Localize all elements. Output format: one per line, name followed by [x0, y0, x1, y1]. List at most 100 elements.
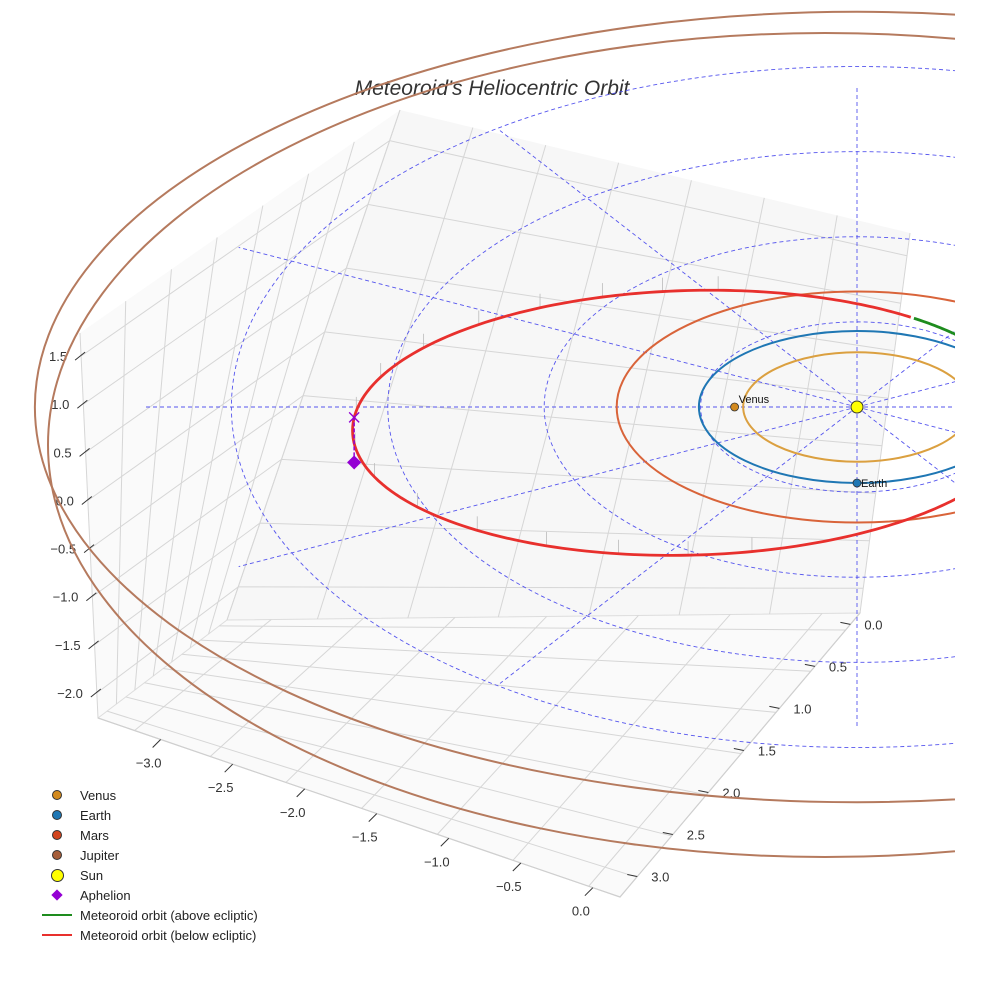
grid-line [189, 173, 310, 649]
z-tick [90, 688, 102, 698]
grid-line [144, 682, 707, 796]
z-tick [86, 592, 97, 602]
x-tick [440, 837, 450, 847]
y-tick [733, 747, 744, 751]
grid-line [96, 586, 864, 694]
y-tick-label: 1.5 [758, 743, 776, 758]
x-tick-label: −1.0 [424, 854, 450, 869]
earth-label: Earth [861, 478, 887, 490]
grid-line [200, 639, 811, 672]
z-tick [79, 447, 90, 457]
legend-item-aphelion: Aphelion [38, 885, 258, 905]
grid-line [361, 616, 548, 809]
y-tick [627, 874, 638, 878]
legend-label: Jupiter [80, 847, 120, 863]
aphelion-marker [347, 455, 362, 470]
grid-line [226, 109, 401, 621]
z-tick [88, 640, 99, 650]
x-tick [224, 763, 234, 773]
left-pane [80, 110, 400, 718]
grid-line [87, 331, 889, 501]
z-tick [74, 351, 86, 361]
grid-line [588, 613, 823, 887]
z-tick [81, 496, 93, 505]
y-tick [662, 832, 673, 836]
legend-label: Aphelion [80, 887, 131, 903]
grid-line [219, 625, 846, 631]
sun-marker [850, 400, 864, 414]
x-tick-label: −1.5 [352, 830, 378, 845]
green-line-icon [42, 914, 72, 916]
aphelion-diamond-icon [51, 889, 63, 901]
legend-item-orbit-above: Meteoroid orbit (above ecliptic) [38, 905, 258, 925]
legend-item-earth: Earth [38, 805, 258, 825]
back-pane [227, 110, 910, 620]
jupiter-orbit-large [47, 32, 955, 858]
x-tick-label: −3.0 [136, 755, 162, 770]
legend: Venus Earth Mars Jupiter Sun Aphelion Me… [38, 785, 258, 945]
z-tick-label: −2.0 [57, 686, 83, 701]
reference-spoke [499, 406, 858, 684]
grid-line [407, 145, 547, 619]
legend-item-venus: Venus [38, 785, 258, 805]
grid-line [115, 301, 127, 705]
grid-line [134, 619, 272, 731]
grid-line [512, 614, 731, 861]
venus-label: Venus [739, 394, 770, 406]
earth-marker-icon [52, 810, 62, 820]
red-line-icon [42, 934, 72, 936]
grid-line [436, 615, 639, 835]
axis-ticks: 1.5 1.0 0.5 0.0 −0.5 −1.0 −1.5 −2.0 −3.0 −2.5 −2.0… [49, 349, 882, 919]
reference-spoke [238, 246, 858, 408]
y-tick [840, 621, 851, 625]
grid-line [79, 332, 99, 719]
reference-spoke [238, 406, 858, 568]
grid-line [94, 522, 870, 646]
grid-line [85, 267, 895, 453]
grid-line [181, 653, 777, 713]
legend-item-mars: Mars [38, 825, 258, 845]
grid-line [134, 269, 172, 691]
orbit-scene: Venus Earth Mars [34, 10, 955, 858]
x-tick [512, 862, 522, 872]
y-tick-label: 3.0 [651, 870, 669, 885]
grid-line [89, 395, 883, 550]
x-tick [368, 813, 378, 822]
meteoroid-orbit-below [351, 288, 955, 557]
grid-line [678, 197, 765, 616]
legend-label: Meteoroid orbit (below ecliptic) [80, 927, 257, 943]
legend-label: Mars [80, 827, 109, 843]
grid-line [859, 232, 911, 614]
y-tick-label: 0.5 [829, 659, 847, 674]
legend-item-sun: Sun [38, 865, 258, 885]
grid-line [171, 205, 264, 663]
grid-line [209, 618, 364, 757]
x-tick [152, 739, 161, 748]
x-tick-label: −0.5 [496, 879, 522, 894]
z-tick-label: 0.5 [54, 445, 72, 460]
legend-item-jupiter: Jupiter [38, 845, 258, 865]
z-tick-label: 1.0 [51, 397, 69, 412]
z-tick-label: −1.5 [55, 638, 81, 653]
grid-line [316, 127, 474, 620]
z-tick-label: −1.0 [53, 590, 79, 605]
y-tick [804, 663, 815, 667]
x-tick-label: −2.0 [280, 805, 306, 820]
grid-line [125, 696, 672, 837]
chart-title: Meteoroid's Heliocentric Orbit [355, 77, 631, 100]
jupiter-marker-icon [52, 850, 62, 860]
mars-orbit [615, 290, 955, 524]
z-tick-label: −0.5 [50, 542, 76, 557]
legend-label: Meteoroid orbit (above ecliptic) [80, 907, 258, 923]
x-tick [584, 887, 594, 897]
z-tick [77, 399, 88, 409]
y-tick-label: 1.0 [793, 701, 811, 716]
legend-label: Sun [80, 867, 104, 883]
jupiter-orbit [34, 10, 955, 804]
earth-marker [852, 478, 862, 488]
sun-marker-icon [50, 868, 64, 882]
axes-panes [80, 110, 910, 898]
axis-line [97, 612, 861, 898]
grid-line [92, 458, 876, 598]
